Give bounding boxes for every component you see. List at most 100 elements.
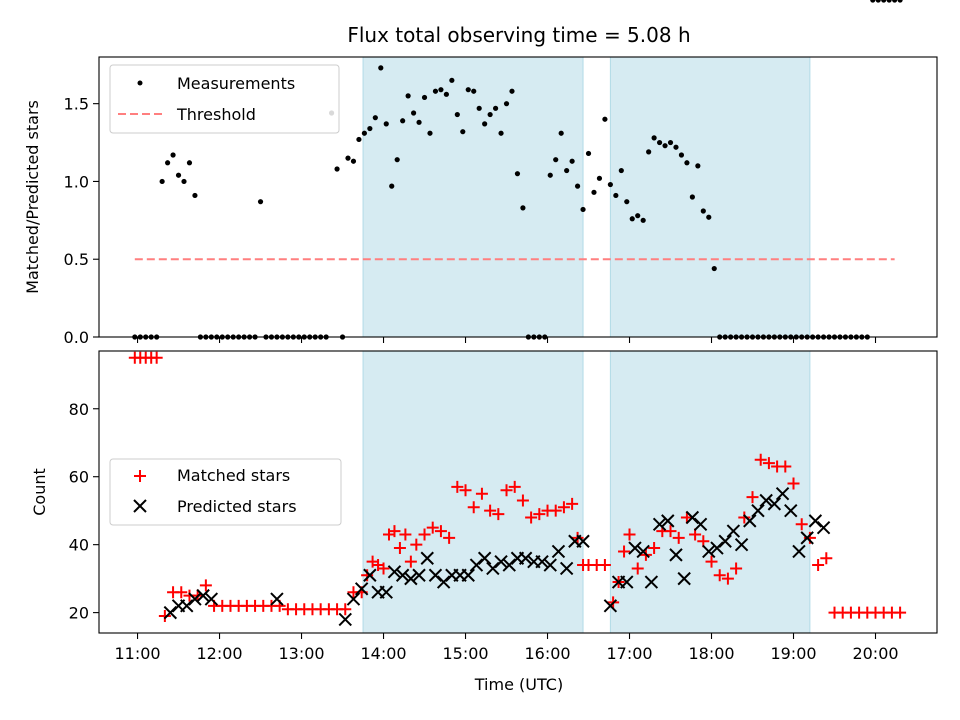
- x-tick-label: 18:00: [688, 644, 734, 663]
- legend-measurements-marker: [137, 80, 143, 86]
- matched-star-point: [598, 559, 611, 572]
- measurement-point: [192, 192, 198, 199]
- shaded-interval: [609, 56, 811, 338]
- measurement-point: [706, 214, 712, 220]
- measurement-point: [482, 121, 488, 127]
- predicted-star-point: [620, 575, 634, 589]
- matched-star-point: [393, 542, 406, 555]
- measurement-point: [564, 167, 570, 174]
- y-tick-label: 20: [69, 604, 89, 623]
- matched-star-point: [459, 484, 472, 497]
- x-tick-label: 12:00: [196, 644, 242, 663]
- predicted-star-point: [338, 612, 352, 627]
- predicted-star-point: [751, 503, 765, 518]
- predicted-star-point: [412, 568, 426, 582]
- matched-star-point: [388, 525, 401, 538]
- measurement-point: [635, 213, 641, 219]
- measurement-point: [410, 110, 417, 116]
- predicted-star-point: [743, 514, 757, 528]
- predicted-star-point: [693, 517, 708, 531]
- measurement-point: [350, 158, 357, 164]
- top-y-axis-label: Matched/Predicted stars: [23, 100, 42, 294]
- x-tick-label: 14:00: [360, 644, 406, 663]
- matched-star-point: [618, 545, 631, 558]
- y-tick-label: 1.5: [64, 95, 89, 114]
- measurement-point: [345, 155, 351, 161]
- measurement-point: [651, 135, 657, 141]
- measurement-point: [569, 158, 575, 164]
- predicted-star-point: [792, 544, 806, 559]
- measurement-point: [465, 87, 471, 93]
- measurement-point: [875, 0, 881, 3]
- bottom-legend: Matched stars Predicted stars: [109, 458, 342, 526]
- predicted-star-point: [551, 544, 566, 559]
- top-y-ticks: 0.0 0.5 1.0 1.5: [64, 95, 99, 347]
- matched-star-point: [664, 525, 677, 538]
- measurement-point: [460, 129, 466, 135]
- measurement-point: [361, 130, 367, 136]
- matched-star-point: [508, 480, 521, 493]
- x-tick-label: 20:00: [852, 644, 898, 663]
- predicted-star-point: [404, 571, 418, 586]
- chart-title: Flux total observing time = 5.08 h: [347, 23, 690, 47]
- measurement-point: [553, 157, 559, 163]
- measurement-point: [870, 0, 876, 3]
- matched-star-point: [467, 501, 480, 514]
- top-axes-frame: [98, 56, 938, 338]
- measurement-point: [629, 216, 635, 222]
- measurement-point: [607, 181, 613, 188]
- y-tick-label: 80: [69, 400, 89, 419]
- predicted-star-point: [726, 524, 741, 538]
- measurement-point: [585, 150, 592, 157]
- measurement-point: [596, 175, 603, 181]
- predicted-star-point: [784, 503, 798, 518]
- measurement-point: [613, 192, 619, 199]
- measurement-point: [443, 91, 449, 97]
- y-tick-label: 0.5: [64, 250, 89, 269]
- measurement-point: [684, 160, 690, 166]
- matched-star-point: [516, 494, 529, 507]
- predicted-star-point: [518, 551, 533, 565]
- legend-measurements-label: Measurements: [177, 74, 295, 93]
- measurement-point: [427, 130, 433, 136]
- matched-star-point: [404, 555, 417, 568]
- top-panel: 0.0 0.5 1.0 1.5 Matched/Predicted stars Mea…: [23, 0, 938, 347]
- predicted-star-point: [477, 551, 492, 565]
- measurement-point: [378, 65, 384, 71]
- measurement-point: [892, 0, 898, 3]
- matched-star-point: [680, 511, 693, 524]
- matched-star-point: [410, 538, 423, 551]
- matched-star-point: [484, 504, 497, 517]
- bottom-axes-frame: [98, 350, 938, 634]
- measurement-point: [514, 171, 521, 177]
- matched-star-point: [533, 508, 546, 521]
- matched-star-point: [500, 484, 513, 497]
- measurement-point: [509, 88, 515, 94]
- matched-stars-series: [128, 351, 907, 623]
- bottom-legend-box: [109, 458, 342, 526]
- matched-star-point: [418, 528, 431, 541]
- x-tick-label: 15:00: [442, 644, 488, 663]
- measurement-point: [471, 88, 477, 94]
- y-tick-label: 60: [69, 468, 89, 487]
- measurement-point: [897, 0, 903, 3]
- bottom-x-ticks: 11:00 12:00 13:00 14:00 15:00 16:00 17:00 18:00…: [114, 633, 899, 663]
- predicted-star-point: [188, 592, 202, 606]
- top-x-tick-marks: [136, 337, 877, 343]
- measurement-point: [165, 160, 171, 166]
- matched-star-point: [623, 528, 636, 541]
- measurement-point: [520, 205, 526, 211]
- predicted-star-point: [461, 568, 475, 582]
- predicted-star-point: [661, 514, 675, 528]
- predicted-star-point: [346, 592, 361, 606]
- measurement-point: [886, 0, 892, 3]
- legend-predicted-marker: [133, 499, 147, 513]
- predicted-star-point: [767, 497, 782, 511]
- predicted-star-point: [363, 568, 377, 582]
- matched-star-point: [894, 606, 907, 619]
- matched-star-point: [492, 508, 505, 521]
- y-tick-label: 0.0: [64, 328, 89, 347]
- predicted-star-point: [734, 537, 749, 552]
- measurement-point: [689, 194, 695, 200]
- measurement-point: [547, 172, 553, 178]
